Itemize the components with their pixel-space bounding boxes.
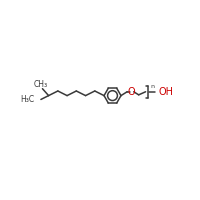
Text: H₃C: H₃C <box>20 95 34 104</box>
Text: OH: OH <box>159 87 174 97</box>
Text: O: O <box>128 87 136 97</box>
Text: n: n <box>150 84 154 89</box>
Text: CH₃: CH₃ <box>34 80 48 89</box>
